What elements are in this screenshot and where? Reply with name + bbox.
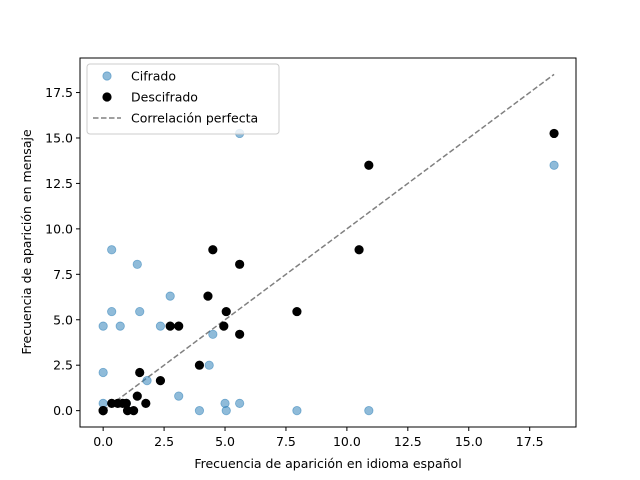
- y-tick-label: 5.0: [53, 312, 73, 327]
- y-tick-label: 2.5: [53, 358, 73, 373]
- cifrado-point: [292, 406, 302, 416]
- y-tick-label: 12.5: [45, 176, 73, 191]
- legend-marker: [102, 71, 112, 81]
- x-tick-label: 0.0: [93, 434, 113, 449]
- legend-marker: [102, 92, 112, 102]
- cifrado-point: [115, 321, 125, 331]
- cifrado-point: [135, 306, 145, 317]
- x-tick-label: 2.5: [154, 434, 174, 449]
- plot-frame: [79, 57, 577, 428]
- descifrado-point: [155, 376, 166, 386]
- legend-label: Cifrado: [131, 69, 176, 84]
- descifrado-point: [235, 259, 245, 269]
- y-tick-label: 10.0: [45, 221, 73, 236]
- descifrado-point: [219, 321, 229, 331]
- cifrado-point: [132, 259, 142, 269]
- descifrado-point: [132, 391, 142, 401]
- descifrado-point: [549, 128, 559, 139]
- descifrado-point: [194, 360, 205, 370]
- legend-frame: [86, 63, 280, 135]
- descifrado-point: [98, 406, 108, 416]
- y-tick-label: 0.0: [53, 403, 73, 418]
- cifrado-point: [364, 406, 374, 416]
- cifrado-point: [221, 406, 231, 416]
- cifrado-point: [208, 329, 218, 339]
- legend-label: Correlación perfecta: [131, 111, 258, 126]
- y-axis-label: Frecuencia de aparición en mensaje: [19, 129, 34, 355]
- descifrado-point: [129, 406, 139, 416]
- x-tick-label: 10.0: [333, 434, 361, 449]
- descifrado-point: [174, 321, 184, 331]
- x-axis-ticks: 0.0 2.5 5.0 7.5 10.0 12.5 15.0 17.5: [93, 427, 544, 449]
- cifrado-point: [107, 245, 117, 255]
- descifrado-point: [203, 291, 213, 301]
- cifrado-point: [549, 160, 559, 170]
- series-cifrado: [98, 128, 559, 416]
- cifrado-point: [165, 291, 175, 301]
- cifrado-point: [235, 398, 245, 408]
- cifrado-point: [142, 376, 152, 386]
- descifrado-point: [208, 245, 218, 255]
- series-descifrado: [98, 128, 559, 416]
- cifrado-point: [107, 306, 117, 317]
- x-tick-label: 5.0: [215, 434, 235, 449]
- y-tick-label: 7.5: [53, 267, 73, 282]
- x-tick-label: 12.5: [394, 434, 422, 449]
- data-marks: [98, 73, 559, 416]
- descifrado-point: [364, 160, 374, 170]
- x-tick-label: 17.5: [516, 434, 544, 449]
- cifrado-point: [194, 406, 205, 416]
- descifrado-point: [354, 245, 364, 255]
- x-tick-label: 7.5: [276, 434, 296, 449]
- y-axis-ticks: 0.0 2.5 5.0 7.5 10.0 12.5 15.0 17.5: [45, 85, 80, 418]
- x-axis-label: Frecuencia de aparición en idioma españo…: [194, 456, 461, 471]
- cifrado-point: [98, 367, 108, 378]
- x-tick-label: 15.0: [455, 434, 483, 449]
- y-tick-label: 17.5: [45, 85, 73, 100]
- descifrado-point: [141, 398, 151, 408]
- legend: Cifrado Descifrado Correlación perfecta: [86, 63, 280, 135]
- perfect-correlation-line: [102, 73, 555, 412]
- descifrado-point: [292, 306, 302, 317]
- cifrado-point: [174, 391, 184, 401]
- cifrado-point: [155, 321, 166, 331]
- descifrado-point: [235, 329, 245, 339]
- descifrado-point: [221, 306, 231, 317]
- descifrado-point: [165, 321, 175, 331]
- descifrado-point: [135, 367, 145, 378]
- cifrado-point: [204, 360, 214, 370]
- y-tick-label: 15.0: [45, 130, 73, 145]
- cifrado-point: [98, 321, 108, 331]
- legend-label: Descifrado: [131, 90, 198, 105]
